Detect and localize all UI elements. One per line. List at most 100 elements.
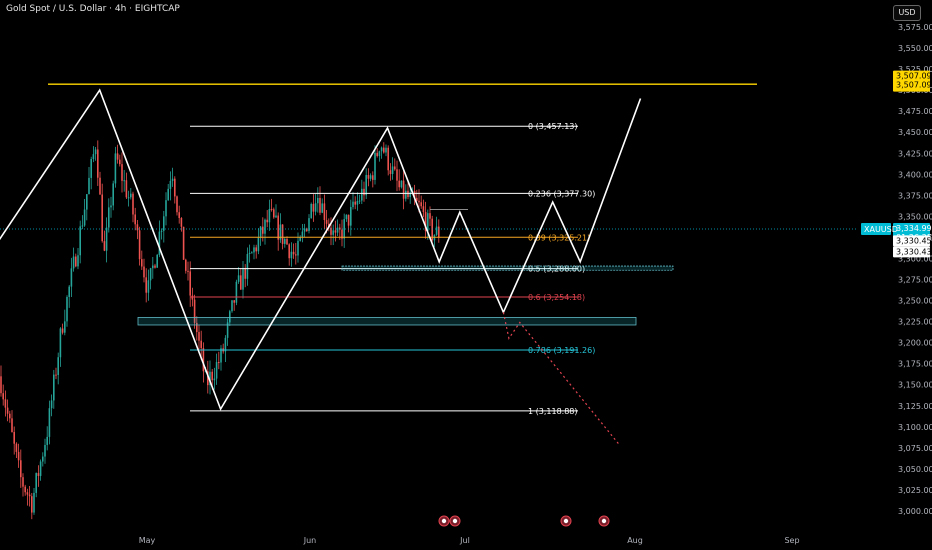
candle-body (200, 340, 202, 349)
candle-body (363, 188, 365, 196)
candle-body (240, 275, 242, 290)
candle-body (277, 215, 279, 240)
time-tick-label: Jun (303, 536, 317, 545)
candle-body (299, 237, 301, 241)
bid-price-tag-box (893, 235, 930, 247)
candle-body (319, 197, 321, 213)
economic-event-icon-center (441, 518, 447, 524)
candle-body (55, 374, 57, 376)
candle-body (79, 226, 81, 256)
candle-body (372, 175, 374, 180)
price-tick-label: 3,575.00 (898, 23, 932, 32)
fib-label-0.5: 0.5 (3,288.00) (528, 265, 585, 274)
candle-body (387, 147, 389, 171)
price-tick-label: 3,475.00 (898, 107, 932, 116)
candle-body (350, 207, 352, 226)
candle-body (132, 193, 134, 215)
price-tick-label: 3,025.00 (898, 486, 932, 495)
candle-body (325, 220, 328, 224)
candle-body (400, 180, 403, 188)
candle-body (64, 321, 66, 333)
candle-body (383, 147, 385, 153)
candle-body (229, 311, 231, 323)
candle-body (215, 362, 218, 379)
candle-body (31, 496, 33, 513)
candle-body (248, 252, 251, 255)
candle-body (413, 190, 416, 198)
candle-body (310, 204, 312, 219)
candle-body (317, 197, 319, 204)
candle-body (165, 200, 167, 217)
candle-body (158, 231, 161, 255)
candle-body (24, 486, 26, 493)
candle-body (6, 407, 9, 414)
candle-body (211, 371, 213, 381)
fib-label-1: 1 (3,118.88) (528, 407, 578, 416)
candle-body (398, 180, 400, 188)
event-markers (438, 515, 610, 527)
candle-body (50, 400, 53, 409)
candle-body (422, 206, 425, 213)
candle-body (365, 174, 367, 196)
candle-body (123, 180, 125, 182)
candle-body (72, 256, 75, 269)
candle-body (376, 152, 378, 157)
symbol-tag-box (861, 223, 891, 236)
candle-body (86, 194, 88, 210)
candle-body (244, 267, 246, 279)
candle-body (314, 203, 317, 212)
candle-body (189, 271, 191, 296)
candle-body (176, 196, 178, 213)
candle-body (33, 492, 35, 513)
candle-body (112, 183, 114, 206)
price-tick-label: 3,275.00 (898, 276, 932, 285)
candle-body (297, 240, 299, 256)
candle-body (116, 153, 119, 160)
candle-body (57, 357, 59, 375)
candle-body (323, 203, 326, 221)
candle-body (369, 175, 372, 179)
candle-body (99, 177, 101, 195)
price-tick-label: 3,150.00 (898, 381, 932, 390)
candle-body (420, 202, 422, 207)
candle-body (295, 254, 297, 256)
economic-event-icon-center (563, 518, 569, 524)
time-tick-label: Sep (784, 536, 799, 545)
candle-body (235, 281, 238, 303)
candle-body (356, 201, 359, 205)
candle-body (389, 170, 392, 174)
candle-body (39, 461, 42, 476)
candle-body (361, 188, 363, 201)
candle-body (94, 149, 97, 155)
candle-body (367, 174, 370, 179)
price-tick-label: 3,550.00 (898, 44, 932, 53)
candle-body (149, 268, 152, 281)
candle-body (341, 229, 343, 239)
candle-body (354, 201, 356, 205)
time-axis: May Jun Jul Aug Sep (139, 536, 800, 545)
candle-body (103, 241, 106, 251)
candle-body (182, 226, 185, 260)
time-tick-label: May (139, 536, 156, 545)
candle-body (402, 180, 405, 199)
currency-button[interactable]: USD (893, 5, 921, 21)
economic-event-icon-center (452, 518, 458, 524)
candle-body (152, 265, 154, 269)
candle-body (321, 203, 323, 213)
candle-body (427, 213, 429, 232)
candle-body (246, 254, 249, 279)
price-tick-label: 3,375.00 (898, 191, 932, 200)
candle-body (121, 164, 123, 181)
candle-body (281, 224, 284, 244)
ask-price-tag-label: 3,330.43 (896, 247, 932, 256)
price-tick-label: 3,200.00 (898, 339, 932, 348)
candle-body (9, 413, 11, 419)
drawings-layer: 0 (3,457.13) 0.236 (3,377.30) 0.39 (3,325.… (0, 83, 858, 445)
candle-body (75, 256, 77, 267)
price-tick-label: 3,000.00 (898, 507, 932, 516)
candle-body (303, 228, 306, 232)
candle-body (90, 158, 92, 178)
candle-body (4, 399, 7, 408)
candle-body (306, 228, 308, 232)
